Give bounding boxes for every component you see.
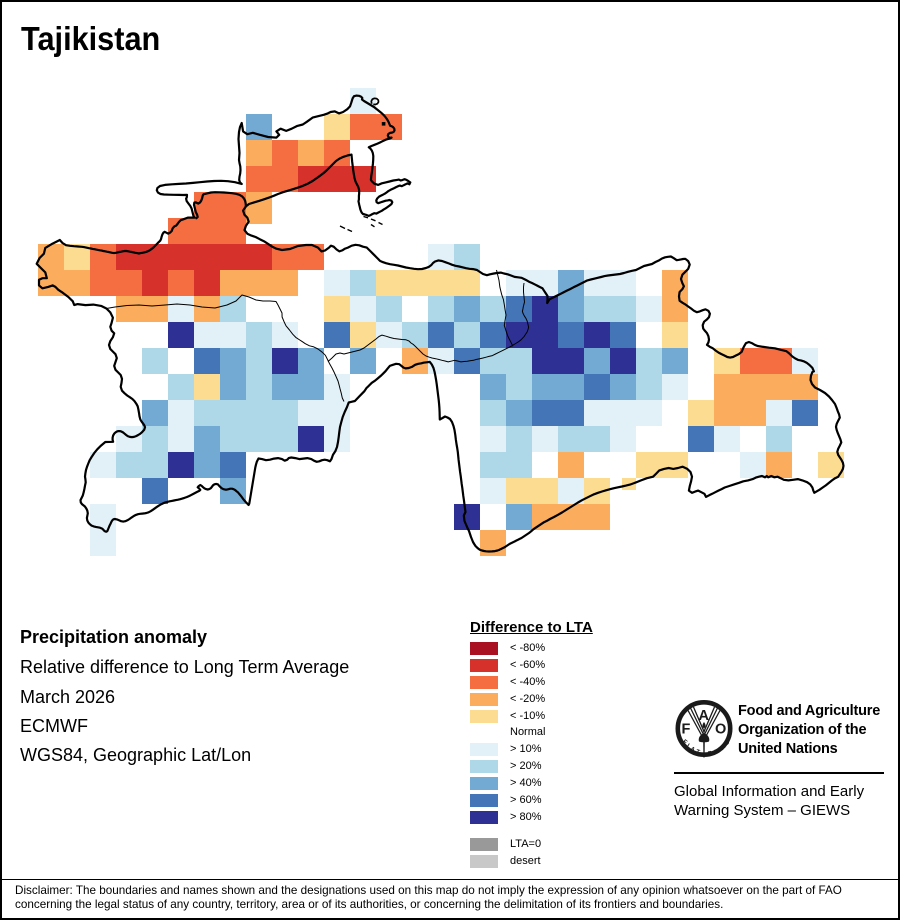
svg-text:A: A [713, 748, 720, 756]
svg-text:F: F [682, 722, 691, 738]
svg-text:S: S [723, 739, 731, 747]
svg-text:I: I [685, 742, 690, 749]
svg-text:O: O [715, 722, 726, 738]
svg-text:A: A [689, 745, 697, 753]
svg-text:N: N [717, 745, 725, 754]
svg-text:I: I [721, 743, 727, 750]
svg-text:T: T [695, 748, 701, 756]
svg-text:A: A [699, 708, 710, 724]
svg-text:P: P [707, 750, 713, 758]
svg-text:F: F [681, 738, 688, 746]
